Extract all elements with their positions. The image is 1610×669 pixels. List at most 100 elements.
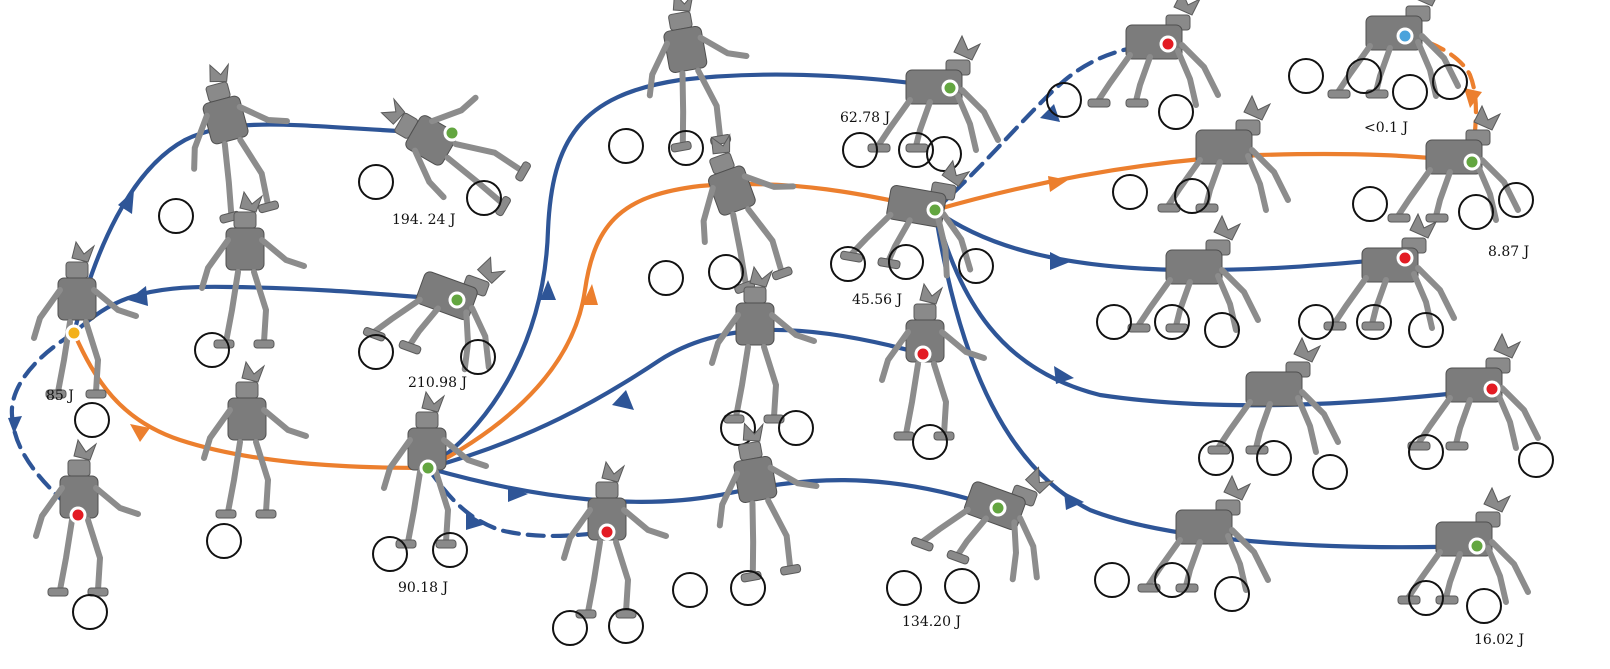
foot-contact-circle-icon	[1408, 434, 1444, 470]
foot-contact-circle-icon	[358, 164, 394, 200]
energy-label-mid-left: 210.98 J	[408, 375, 467, 391]
arrowhead-icon	[582, 284, 598, 305]
humanoid-robot-icon	[34, 242, 136, 398]
arrowhead-icon	[8, 416, 22, 434]
arrowhead-icon	[1048, 176, 1068, 192]
foot-contact-circle-icon	[912, 424, 948, 460]
state-dot-icon	[69, 506, 87, 524]
humanoid-robot-icon	[1328, 0, 1458, 98]
edge-hub-left-to-fall-mid	[425, 327, 926, 471]
arrowhead-icon	[1040, 104, 1060, 122]
state-dot-icon	[914, 345, 932, 363]
energy-label-top-right: <0.1 J	[1364, 120, 1408, 136]
foot-contact-circle-icon	[1408, 580, 1444, 616]
humanoid-robot-icon	[36, 440, 138, 596]
humanoid-robot-icon	[703, 413, 831, 584]
foot-contact-circle-icon	[1346, 58, 1382, 94]
humanoid-robot-icon	[202, 192, 304, 348]
arrowhead-icon	[128, 286, 148, 306]
state-dot-icon	[1396, 249, 1414, 267]
foot-contact-circle-icon	[1408, 312, 1444, 348]
energy-label-bottom-right: 16.02 J	[1474, 632, 1524, 648]
foot-contact-circle-icon	[1458, 194, 1494, 230]
energy-labels: 85 J 194. 24 J 210.98 J 90.18 J 62.78 J …	[46, 110, 1529, 648]
state-dot-icon	[1483, 380, 1501, 398]
foot-contact-circle-icon	[1432, 64, 1468, 100]
foot-contact-circle-icon	[1288, 58, 1324, 94]
foot-contact-circle-icon	[1154, 562, 1190, 598]
edge-start-to-fall	[9, 330, 81, 518]
energy-label-top-mid: 62.78 J	[840, 110, 890, 126]
foot-contact-circle-icon	[1466, 588, 1502, 624]
state-dot-icon	[926, 201, 944, 219]
energy-label-bottom-mid: 134.20 J	[902, 614, 961, 630]
edge-hub-right-to-bottom-right	[932, 207, 1480, 550]
foot-contact-circle-icon	[74, 402, 110, 438]
state-dot-icon	[1463, 153, 1481, 171]
foot-contact-circle-icon	[194, 332, 230, 368]
foot-contact-circle-icon	[1094, 562, 1130, 598]
foot-contact-circle-icon	[1518, 442, 1554, 478]
foot-contact-circle-icon	[1498, 182, 1534, 218]
humanoid-robot-icon	[672, 117, 821, 298]
arrowhead-icon	[1050, 252, 1070, 270]
arrowhead-icon	[1054, 366, 1074, 384]
energy-label-hub-right: 45.56 J	[852, 292, 902, 308]
state-dot-icon	[1468, 537, 1486, 555]
state-dot-icon	[598, 523, 616, 541]
foot-contact-circle-icon	[730, 570, 766, 606]
foot-contact-circle-icon	[1392, 74, 1428, 110]
arrowheads	[8, 88, 1482, 530]
state-dot-icon	[989, 499, 1007, 517]
robot-poses	[34, 0, 1554, 646]
foot-contact-circle-icon	[1046, 82, 1082, 118]
arrowhead-icon	[612, 390, 634, 410]
foot-contact-circle-icon	[898, 132, 934, 168]
foot-contact-circle-icon	[1198, 440, 1234, 476]
foot-contact-circle-icon	[358, 334, 394, 370]
foot-contact-circle-icon	[958, 248, 994, 284]
foot-contact-circle-icon	[1204, 312, 1240, 348]
state-dot-icon	[941, 79, 959, 97]
foot-contact-circle-icon	[944, 568, 980, 604]
foot-contact-circle-icon	[158, 198, 194, 234]
humanoid-robot-icon	[868, 36, 998, 152]
humanoid-robot-icon	[1208, 338, 1338, 454]
foot-contact-circle-icon	[888, 244, 924, 280]
state-dot-icon	[419, 459, 437, 477]
foot-contact-circle-icon	[926, 136, 962, 172]
edge-start-to-top-left	[71, 122, 455, 336]
humanoid-robot-icon	[360, 61, 546, 227]
foot-contact-circle-icon	[460, 339, 496, 375]
energy-label-hub-left: 90.18 J	[398, 580, 448, 596]
foot-contact-circle-icon	[672, 572, 708, 608]
foot-contact-circle-icon	[1096, 304, 1132, 340]
foot-contact-circle-icon	[466, 180, 502, 216]
humanoid-robot-icon	[840, 144, 988, 281]
foot-contact-circle-icon	[206, 523, 242, 559]
foot-contact-circle-icon	[608, 128, 644, 164]
humanoid-robot-icon	[363, 225, 525, 378]
foot-contact-circle-icon	[708, 254, 744, 290]
foot-contact-circle-icon	[1174, 178, 1210, 214]
foot-contact-circle-icon	[720, 410, 756, 446]
humanoid-robot-icon	[712, 267, 814, 423]
foot-contact-circle-icon	[1112, 174, 1148, 210]
foot-contact-circle-icon	[552, 610, 588, 646]
foot-contact-circle-icon	[72, 594, 108, 630]
state-dot-icon	[443, 124, 461, 142]
arrowhead-icon	[118, 190, 134, 214]
foot-contact-circle-icon	[1352, 186, 1388, 222]
foot-contact-circle-icon	[608, 608, 644, 644]
edge-hub-left-to-fall-low	[425, 465, 610, 539]
edge-hub-right-to-fall-far	[932, 207, 1495, 408]
arrowhead-icon	[130, 424, 150, 442]
state-dots	[65, 27, 1501, 555]
foot-contact-circle-icon	[1356, 304, 1392, 340]
foot-contact-circle-icon	[1154, 304, 1190, 340]
humanoid-robot-icon	[1128, 216, 1258, 332]
foot-contact-circle-icon	[1158, 94, 1194, 130]
edge-hub-left-to-hub-right	[425, 181, 938, 471]
